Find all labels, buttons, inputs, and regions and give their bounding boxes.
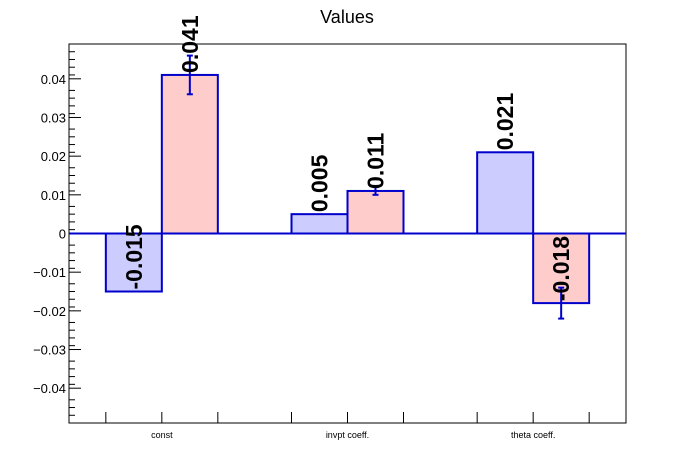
- y-tick-label: 0: [59, 227, 66, 242]
- y-tick-label: −0.01: [33, 265, 66, 280]
- data-label: 0.011: [363, 132, 389, 188]
- y-tick-label: 0.03: [41, 110, 66, 125]
- y-tick-label: −0.03: [33, 343, 66, 358]
- bar: [346, 189, 405, 235]
- data-label: -0.015: [121, 224, 147, 289]
- x-category-label: const: [151, 430, 173, 440]
- y-axis: −0.04 −0.03 −0.02 −0.01 0 0.01 0.02 0.03 0.04: [33, 51, 81, 424]
- x-category-label: theta coeff.: [511, 430, 555, 440]
- data-label: 0.021: [492, 93, 518, 151]
- y-tick-label: −0.04: [33, 381, 66, 396]
- y-tick-label: 0.01: [41, 188, 66, 203]
- bar: [476, 151, 535, 235]
- bar: [290, 213, 349, 235]
- y-tick-label: 0.04: [41, 72, 66, 87]
- data-label: 0.005: [307, 154, 333, 212]
- x-category-label: invpt coeff.: [326, 430, 369, 440]
- y-tick-label: 0.02: [41, 149, 66, 164]
- error-bars: [186, 54, 565, 320]
- data-labels: -0.015 0.005 0.021 0.041 0.011 -0.018: [121, 15, 574, 301]
- y-tick-label: −0.02: [33, 304, 66, 319]
- data-label: -0.018: [548, 236, 574, 301]
- bar: [160, 73, 219, 235]
- x-axis: const invpt coeff. theta coeff.: [105, 412, 590, 440]
- chart-title: Values: [320, 7, 374, 27]
- data-label: 0.041: [177, 15, 203, 73]
